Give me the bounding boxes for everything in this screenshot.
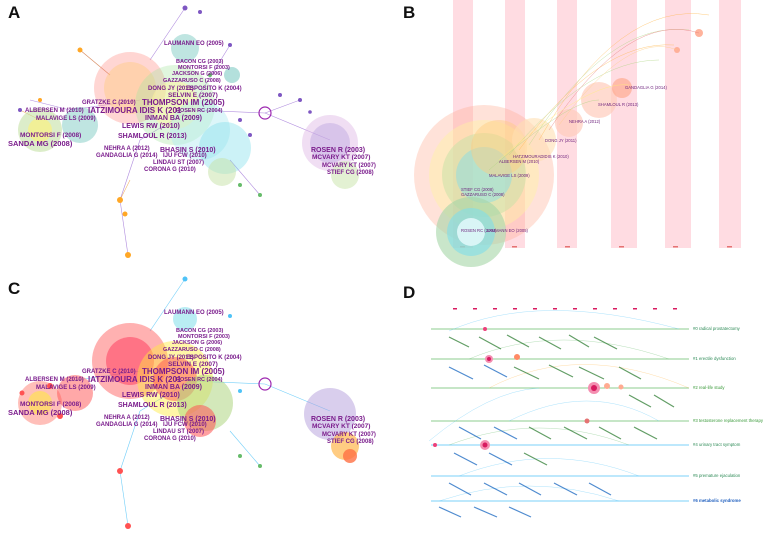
node-label-gratzke: GRATZKE C (2010): [82, 369, 136, 375]
node-label-gandaglia: GANDAGLIA G (2014): [96, 153, 158, 159]
panel-a: A LAUMANN EO (2005) BACON CG (2003) MONT…: [0, 0, 389, 271]
node-label-shamloul: SHAMLOUL R (2013): [118, 402, 187, 409]
node-label-gratzke: GRATZKE C (2010): [82, 100, 136, 106]
node-label-rosen-r: ROSEN R (2003): [311, 416, 366, 423]
node-label-sanda: SANDA MG (2008): [8, 408, 73, 417]
node-label-laumann: LAUMANN EO (2005): [164, 41, 224, 47]
node-label-rosen-rc: ROSEN RC (2004): [176, 377, 223, 383]
node-label-montorsi-2003: MONTORSI F (2003): [178, 334, 230, 340]
panel-d: D #0 radical prostatectomy #1 erectile d…: [389, 271, 778, 542]
timeline-label-dong: DONG JY (2011): [545, 138, 577, 143]
node-label-stief: STIEF CG (2008): [327, 170, 374, 176]
node-label-lindau: LINDAU ST (2007): [153, 429, 205, 435]
node-label-selvin: SELVIN E (2007): [168, 361, 218, 368]
timeline-label-albersen: ALBERSEN M (2010): [499, 159, 540, 164]
panel-c-label: C: [8, 279, 21, 298]
node-label-esposito: ESPOSITO K (2004): [186, 355, 242, 361]
node-label-thompson: THOMPSON IM (2005): [142, 98, 225, 107]
timeline-label-rosen-rc: ROSEN RC (2004): [461, 228, 497, 233]
node-label-lewis: LEWIS RW (2010): [122, 392, 180, 399]
node-label-dong: DONG JY (2011): [148, 86, 194, 92]
cluster-label-4: #4 urinary tract symptom: [693, 442, 741, 447]
node-label-bacon: BACON CG (2003): [176, 328, 224, 334]
timeline-label-hatzimoura: HATZIMOURADIDIS K (2010): [513, 154, 569, 159]
panel-b: B GANDAGLIA G (2014) SHAMLOUL R (2013) N…: [389, 0, 778, 271]
node-label-corona: CORONA G (2010): [144, 167, 196, 173]
node-label-bacon: BACON CG (2003): [176, 59, 224, 65]
node-label-gandaglia: GANDAGLIA G (2014): [96, 422, 158, 428]
node-label-sanda: SANDA MG (2008): [8, 139, 73, 148]
node-label-bhasin: BHASIN S (2010): [160, 147, 216, 154]
timeline-label-shamloul: SHAMLOUL R (2013): [598, 102, 639, 107]
node-label-laumann: LAUMANN EO (2005): [164, 310, 224, 316]
node-label-stief: STIEF CG (2008): [327, 439, 374, 445]
node-label-mcvary-2: MCVARY KT (2007): [322, 163, 376, 169]
node-label-jackson: JACKSON G (2006): [172, 340, 223, 346]
node-label-selvin: SELVIN E (2007): [168, 92, 218, 99]
node-label-dong: DONG JY (2011): [148, 355, 194, 361]
node-label-malavige: MALAVIGE LS (2009): [36, 116, 96, 122]
node-label-jackson: JACKSON G (2006): [172, 71, 223, 77]
node-label-albersen: ALBERSEN M (2010): [25, 377, 84, 383]
timeline-label-laumann: LAUMANN EO (2005): [487, 228, 528, 233]
node-label-malavige: MALAVIGE LS (2009): [36, 385, 96, 391]
node-label-nehra: NEHRA A (2012): [104, 146, 150, 152]
node-label-rosen-r: ROSEN R (2003): [311, 147, 366, 154]
panel-d-label: D: [403, 283, 416, 302]
node-label-lewis: LEWIS RW (2010): [122, 123, 180, 130]
cluster-label-0: #0 radical prostatectomy: [693, 326, 740, 331]
node-label-montorsi-2008: MONTORSI F (2008): [20, 132, 82, 139]
node-label-gazzaruso: GAZZARUSO C (2008): [163, 347, 221, 353]
timeline-d-graph: [428, 308, 690, 518]
node-label-mcvary-1: MCVARY KT (2007): [312, 423, 371, 430]
timeline-label-gazzaruso: GAZZARUSO C (2008): [461, 192, 505, 197]
node-label-corona: CORONA G (2010): [144, 436, 196, 442]
cluster-label-5: #5 premature ejaculation: [693, 473, 741, 478]
panel-c: C LAUMANN EO (2005) BACON CG (2003) MONT…: [0, 271, 389, 542]
cluster-label-6: #6 metabolic syndrome: [693, 498, 741, 503]
cluster-label-2: #2 real-life study: [693, 385, 725, 390]
node-label-nehra: NEHRA A (2012): [104, 415, 150, 421]
cluster-label-1: #1 erectile dysfunction: [693, 356, 736, 361]
node-label-gazzaruso: GAZZARUSO C (2008): [163, 78, 221, 84]
timeline-label-gandaglia: GANDAGLIA G (2014): [625, 85, 667, 90]
panel-b-label: B: [403, 3, 416, 22]
node-label-montorsi-2008: MONTORSI F (2008): [20, 401, 82, 408]
network-c-graph: [18, 276, 359, 529]
node-label-lindau: LINDAU ST (2007): [153, 160, 205, 166]
node-label-inman: INMAN BA (2009): [145, 384, 202, 391]
network-a-graph: [18, 5, 359, 258]
timeline-label-stief: STIEF CG (2008): [461, 187, 494, 192]
node-label-inman: INMAN BA (2009): [145, 115, 202, 122]
node-label-mcvary-2: MCVARY KT (2007): [322, 432, 376, 438]
panel-a-label: A: [8, 3, 21, 22]
timeline-b-graph: [414, 0, 741, 267]
timeline-label-malavige: MALAVIGE LS (2009): [489, 173, 530, 178]
node-label-mcvary-1: MCVARY KT (2007): [312, 154, 371, 161]
node-label-bhasin: BHASIN S (2010): [160, 416, 216, 423]
node-label-iju: IJU FCW (2010): [163, 153, 207, 159]
node-label-thompson: THOMPSON IM (2005): [142, 367, 225, 376]
node-label-esposito: ESPOSITO K (2004): [186, 86, 242, 92]
timeline-label-nehra: NEHRA A (2012): [569, 119, 601, 124]
node-label-albersen: ALBERSEN M (2010): [25, 108, 84, 114]
node-label-montorsi-2003: MONTORSI F (2003): [178, 65, 230, 71]
node-label-rosen-rc: ROSEN RC (2004): [176, 108, 223, 114]
node-label-shamloul: SHAMLOUL R (2013): [118, 133, 187, 140]
cluster-label-3: #3 testosterone replacement therapy: [693, 418, 763, 423]
node-label-iatzimoura: IATZIMOURA IDIS K (201: [88, 106, 182, 115]
node-label-iju: IJU FCW (2010): [163, 422, 207, 428]
node-label-iatzimoura: IATZIMOURA IDIS K (201: [88, 375, 182, 384]
